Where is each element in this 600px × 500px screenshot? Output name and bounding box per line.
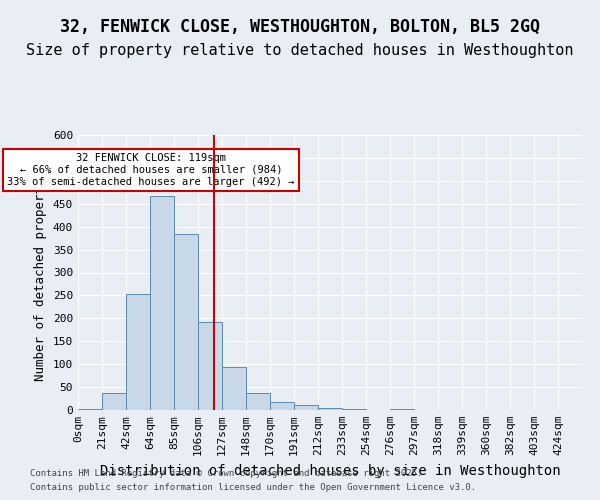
Bar — [294, 406, 318, 410]
Text: 32, FENWICK CLOSE, WESTHOUGHTON, BOLTON, BL5 2GQ: 32, FENWICK CLOSE, WESTHOUGHTON, BOLTON,… — [60, 18, 540, 36]
Bar — [390, 408, 414, 410]
Bar — [126, 294, 150, 410]
Bar — [246, 392, 270, 410]
Bar — [270, 402, 294, 410]
Bar — [150, 196, 174, 410]
Bar — [222, 368, 246, 410]
Text: 32 FENWICK CLOSE: 119sqm
← 66% of detached houses are smaller (984)
33% of semi-: 32 FENWICK CLOSE: 119sqm ← 66% of detach… — [7, 154, 295, 186]
Bar — [198, 322, 222, 410]
Text: Contains HM Land Registry data © Crown copyright and database right 2025.: Contains HM Land Registry data © Crown c… — [30, 468, 422, 477]
Text: Contains public sector information licensed under the Open Government Licence v3: Contains public sector information licen… — [30, 484, 476, 492]
Bar — [342, 409, 366, 410]
Bar — [102, 392, 126, 410]
Text: Size of property relative to detached houses in Westhoughton: Size of property relative to detached ho… — [26, 42, 574, 58]
Bar — [78, 408, 102, 410]
Y-axis label: Number of detached properties: Number of detached properties — [34, 164, 47, 381]
Bar — [318, 408, 342, 410]
Bar — [174, 234, 198, 410]
X-axis label: Distribution of detached houses by size in Westhoughton: Distribution of detached houses by size … — [100, 464, 560, 477]
